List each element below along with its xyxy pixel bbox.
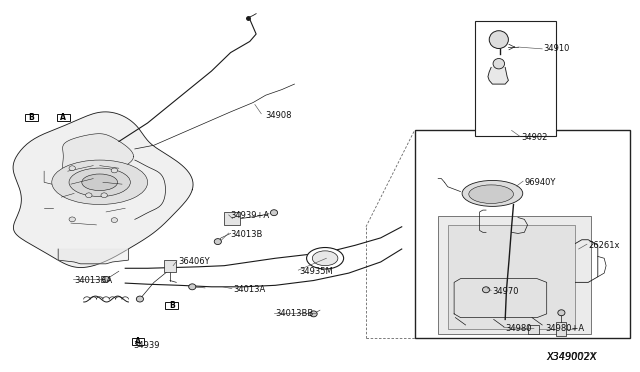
Ellipse shape <box>101 193 108 198</box>
Ellipse shape <box>69 166 76 171</box>
Bar <box>556 322 566 336</box>
Bar <box>438 216 591 334</box>
Ellipse shape <box>82 174 118 190</box>
Ellipse shape <box>271 210 278 216</box>
Ellipse shape <box>310 311 317 317</box>
Bar <box>527 325 539 334</box>
Ellipse shape <box>136 296 143 302</box>
Bar <box>415 131 630 338</box>
Text: 34013BB: 34013BB <box>275 310 314 318</box>
Text: X349002X: X349002X <box>547 352 597 362</box>
Ellipse shape <box>52 160 148 205</box>
Text: 34013B: 34013B <box>230 230 263 239</box>
Bar <box>166 302 178 309</box>
Ellipse shape <box>111 168 118 173</box>
Bar <box>57 114 70 121</box>
Ellipse shape <box>102 276 109 282</box>
Text: 34908: 34908 <box>266 111 292 120</box>
Bar <box>25 114 38 121</box>
Text: 34013A: 34013A <box>234 285 266 294</box>
Text: 34970: 34970 <box>492 287 519 296</box>
Text: 34902: 34902 <box>521 133 548 142</box>
Bar <box>224 212 240 225</box>
Ellipse shape <box>86 193 92 198</box>
Bar <box>164 260 176 272</box>
Text: 34910: 34910 <box>543 44 570 53</box>
Ellipse shape <box>111 218 118 222</box>
Ellipse shape <box>69 168 131 196</box>
Text: 96940Y: 96940Y <box>524 178 556 187</box>
Bar <box>448 225 575 329</box>
Text: 34013BA: 34013BA <box>74 276 112 285</box>
Polygon shape <box>58 249 129 264</box>
Text: 34980: 34980 <box>505 324 532 333</box>
Polygon shape <box>13 112 193 267</box>
Ellipse shape <box>462 180 523 206</box>
Text: A: A <box>60 113 66 122</box>
Polygon shape <box>488 67 508 84</box>
Text: 26261x: 26261x <box>588 241 620 250</box>
Text: B: B <box>28 113 34 122</box>
Ellipse shape <box>493 58 504 69</box>
Ellipse shape <box>307 247 344 269</box>
Bar <box>474 21 556 136</box>
Text: 34935M: 34935M <box>300 267 333 276</box>
Text: 34939+A: 34939+A <box>230 211 269 220</box>
Ellipse shape <box>483 287 490 293</box>
Text: 34980+A: 34980+A <box>545 324 584 333</box>
Bar <box>132 338 145 345</box>
Ellipse shape <box>214 238 221 244</box>
Text: B: B <box>169 301 175 310</box>
Ellipse shape <box>468 185 513 203</box>
Ellipse shape <box>312 251 338 266</box>
Polygon shape <box>63 134 134 179</box>
Ellipse shape <box>489 31 508 48</box>
Ellipse shape <box>69 217 76 222</box>
Ellipse shape <box>558 310 565 316</box>
Ellipse shape <box>189 284 196 290</box>
Text: A: A <box>135 337 141 346</box>
Text: X349002X: X349002X <box>547 352 598 362</box>
Text: 34939: 34939 <box>134 341 160 350</box>
Text: 36406Y: 36406Y <box>178 257 210 266</box>
